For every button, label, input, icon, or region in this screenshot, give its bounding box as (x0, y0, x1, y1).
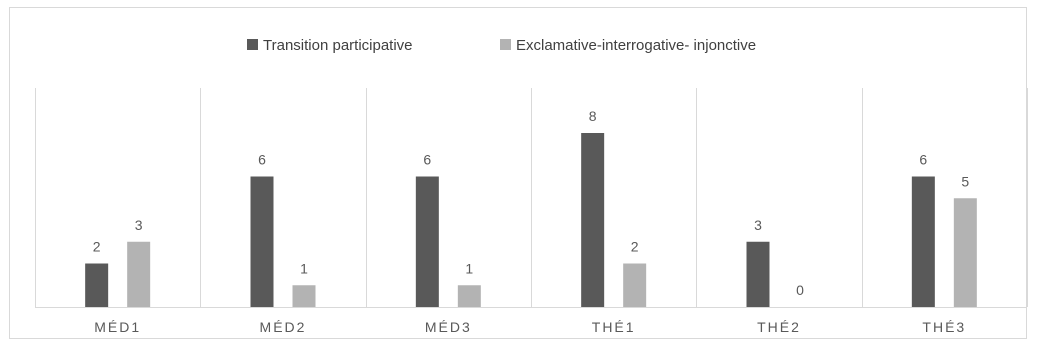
bar-méd2-series-2 (292, 285, 316, 307)
legend-label-transition: Transition participative (263, 37, 413, 54)
data-label-thé3-series-1: 6 (919, 152, 927, 168)
bar-thé2-series-1 (746, 241, 770, 307)
bar-méd1-series-1 (85, 263, 109, 307)
legend-swatch-transition (247, 39, 258, 50)
x-tick-thé3: THÉ3 (922, 319, 966, 335)
data-label-méd3-series-2: 1 (465, 260, 473, 276)
bar-thé1-series-2 (623, 263, 647, 307)
legend-label-exclamative: Exclamative-interrogative- injonctive (516, 37, 756, 54)
data-label-thé3-series-2: 5 (961, 173, 969, 189)
legend-swatch-exclamative (500, 39, 511, 50)
data-label-méd2-series-2: 1 (300, 260, 308, 276)
bar-méd1-series-2 (127, 241, 151, 307)
x-tick-thé2: THÉ2 (757, 319, 801, 335)
bars (85, 133, 977, 307)
chart-frame (9, 7, 1027, 339)
data-label-méd3-series-1: 6 (423, 152, 431, 168)
bar-thé3-series-2 (953, 198, 977, 307)
data-labels: 2 3 6 1 6 1 8 2 3 0 6 5 (93, 108, 970, 298)
data-label-thé1-series-1: 8 (589, 108, 597, 124)
bar-méd3-series-2 (457, 285, 481, 307)
bar-méd2-series-1 (250, 176, 274, 307)
data-label-méd1-series-1: 2 (93, 239, 101, 255)
category-gridlines (35, 88, 1028, 307)
data-label-méd1-series-2: 3 (135, 217, 143, 233)
data-label-thé2-series-1: 3 (754, 217, 762, 233)
bar-thé3-series-1 (911, 176, 935, 307)
legend: Transition participative Exclamative-int… (247, 37, 756, 54)
x-tick-thé1: THÉ1 (592, 319, 636, 335)
data-label-thé2-series-2: 0 (796, 282, 804, 298)
data-label-thé1-series-2: 2 (631, 239, 639, 255)
x-tick-méd3: MÉD3 (425, 319, 472, 335)
data-label-méd2-series-1: 6 (258, 152, 266, 168)
bar-thé1-series-1 (581, 133, 605, 307)
bar-méd3-series-1 (415, 176, 439, 307)
x-tick-méd2: MÉD2 (260, 319, 307, 335)
x-tick-méd1: MÉD1 (94, 319, 141, 335)
x-tick-labels: MÉD1 MÉD2 MÉD3 THÉ1 THÉ2 THÉ3 (94, 319, 966, 335)
